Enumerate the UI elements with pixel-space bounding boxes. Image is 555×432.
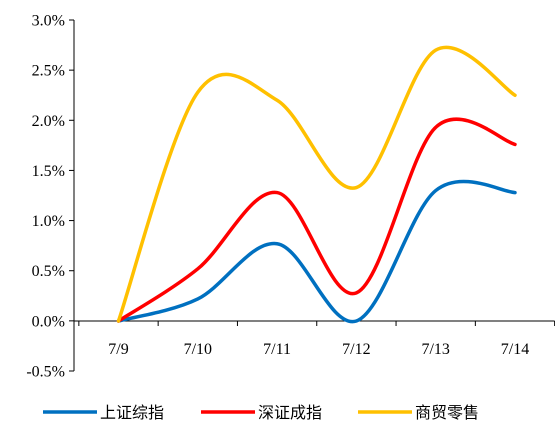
series-3-point — [196, 90, 200, 94]
y-tick-label: 2.0% — [32, 113, 65, 130]
series-2-point — [513, 143, 517, 147]
x-axis: 7/9 7/10 7/11 7/12 7/13 7/14 — [74, 320, 555, 358]
legend-label-2: 深证成指 — [258, 403, 322, 422]
series-2-point — [196, 267, 200, 271]
legend-label-3: 商贸零售 — [415, 403, 479, 422]
y-tick-label: 1.0% — [32, 213, 65, 230]
x-tick-label: 7/9 — [108, 341, 128, 358]
series-1-point — [196, 297, 200, 301]
x-tick-label: 7/12 — [342, 341, 370, 358]
series-layer — [116, 45, 517, 324]
series-3-point — [117, 319, 121, 323]
series-1-point — [434, 189, 438, 193]
series-line-2 — [116, 117, 517, 323]
legend-label-1: 上证综指 — [100, 403, 164, 422]
y-tick-label: 2.5% — [32, 63, 65, 80]
y-tick-label: 0.5% — [32, 263, 65, 280]
series-3-point — [275, 98, 279, 102]
x-tick-label: 7/14 — [501, 341, 529, 358]
y-tick-label: 0.0% — [32, 313, 65, 330]
legend: 上证综指 深证成指 商贸零售 — [43, 403, 479, 422]
series-2-point — [355, 291, 359, 295]
y-tick-label: -0.5% — [26, 364, 65, 381]
y-axis: 3.0% 2.5% 2.0% 1.5% 1.0% 0.5% 0.0% -0.5% — [26, 13, 75, 381]
series-3-point — [513, 93, 517, 97]
series-2-point — [434, 126, 438, 130]
x-tick-label: 7/10 — [184, 341, 212, 358]
series-line-1 — [116, 179, 517, 324]
series-3-point — [355, 186, 359, 190]
series-1-point — [355, 319, 359, 323]
x-tick-label: 7/11 — [263, 341, 291, 358]
series-line-3 — [116, 45, 517, 323]
series-3-point — [434, 48, 438, 52]
series-1-point — [513, 191, 517, 195]
x-tick-label: 7/13 — [421, 341, 449, 358]
y-tick-label: 1.5% — [32, 163, 65, 180]
series-2-point — [275, 191, 279, 195]
series-1-point — [275, 242, 279, 246]
y-tick-label: 3.0% — [32, 13, 65, 30]
